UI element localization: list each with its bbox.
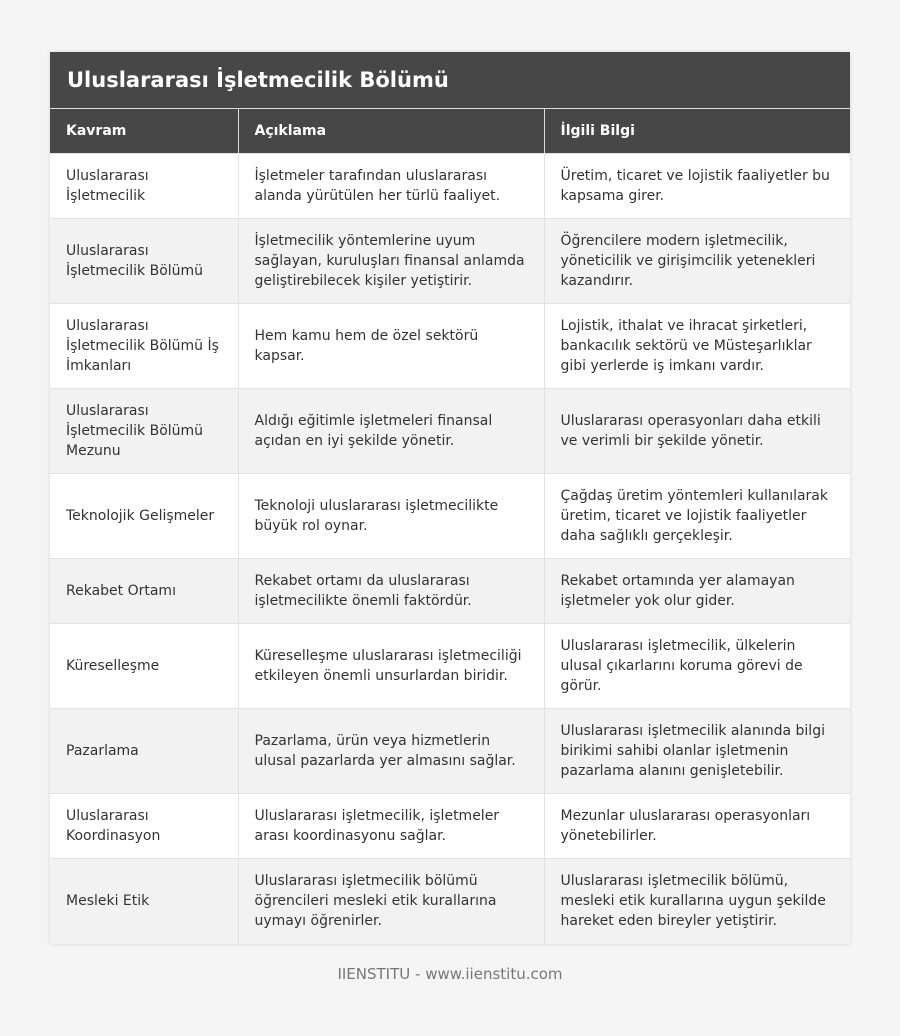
- cell-ilgili-bilgi: Uluslararası işletmecilik alanında bilgi…: [544, 708, 850, 794]
- cell-ilgili-bilgi: Üretim, ticaret ve lojistik faaliyetler …: [544, 153, 850, 219]
- header-aciklama: Açıklama: [238, 109, 545, 154]
- cell-ilgili-bilgi: Mezunlar uluslararası operasyonları yöne…: [544, 793, 850, 859]
- table-row: Mesleki Etik Uluslararası işletmecilik bö…: [50, 858, 850, 944]
- table-row: Teknolojik Gelişmeler Teknoloji uluslarar…: [50, 473, 850, 559]
- table-row: Pazarlama Pazarlama, ürün veya hizmetleri…: [50, 708, 850, 794]
- header-row: Kavram Açıklama İlgili Bilgi: [50, 109, 850, 154]
- cell-aciklama: Teknoloji uluslararası işletmecilikte bü…: [238, 473, 545, 559]
- table-row: Uluslararası İşletmecilik Bölümü İş İmka…: [50, 303, 850, 389]
- cell-aciklama: Küreselleşme uluslararası işletmeciliği …: [238, 623, 545, 709]
- cell-aciklama: İşletmeler tarafından uluslararası aland…: [238, 153, 545, 219]
- cell-aciklama: Uluslararası işletmecilik, işletmeler ar…: [238, 793, 545, 859]
- cell-kavram: Uluslararası İşletmecilik Bölümü Mezunu: [50, 388, 239, 474]
- table-row: Rekabet Ortamı Rekabet ortamı da uluslara…: [50, 558, 850, 624]
- header-ilgili-bilgi: İlgili Bilgi: [544, 109, 850, 154]
- cell-aciklama: Hem kamu hem de özel sektörü kapsar.: [238, 303, 545, 389]
- table-row: Uluslararası İşletmecilik Bölümü Mezunu A…: [50, 388, 850, 474]
- cell-kavram: Pazarlama: [50, 708, 239, 794]
- cell-kavram: Uluslararası İşletmecilik Bölümü: [50, 218, 239, 304]
- cell-ilgili-bilgi: Uluslararası işletmecilik, ülkelerin ulu…: [544, 623, 850, 709]
- cell-aciklama: Aldığı eğitimle işletmeleri finansal açı…: [238, 388, 545, 474]
- cell-ilgili-bilgi: Çağdaş üretim yöntemleri kullanılarak ür…: [544, 473, 850, 559]
- cell-ilgili-bilgi: Rekabet ortamında yer alamayan işletmele…: [544, 558, 850, 624]
- table-row: Uluslararası İşletmecilik Bölümü İşletmec…: [50, 218, 850, 304]
- cell-kavram: Uluslararası Koordinasyon: [50, 793, 239, 859]
- table-title: Uluslararası İşletmecilik Bölümü: [50, 52, 850, 109]
- cell-kavram: Uluslararası İşletmecilik Bölümü İş İmka…: [50, 303, 239, 389]
- cell-ilgili-bilgi: Uluslararası işletmecilik bölümü, meslek…: [544, 858, 850, 944]
- cell-aciklama: Rekabet ortamı da uluslararası işletmeci…: [238, 558, 545, 624]
- table-row: Uluslararası İşletmecilik İşletmeler tara…: [50, 153, 850, 219]
- cell-ilgili-bilgi: Lojistik, ithalat ve ihracat şirketleri,…: [544, 303, 850, 389]
- cell-aciklama: İşletmecilik yöntemlerine uyum sağlayan,…: [238, 218, 545, 304]
- cell-kavram: Teknolojik Gelişmeler: [50, 473, 239, 559]
- header-kavram: Kavram: [50, 109, 239, 154]
- cell-ilgili-bilgi: Uluslararası operasyonları daha etkili v…: [544, 388, 850, 474]
- cell-kavram: Uluslararası İşletmecilik: [50, 153, 239, 219]
- table-container: Uluslararası İşletmecilik Bölümü Kavram …: [50, 52, 850, 944]
- table-row: Uluslararası Koordinasyon Uluslararası iş…: [50, 793, 850, 859]
- cell-kavram: Küreselleşme: [50, 623, 239, 709]
- data-table: Kavram Açıklama İlgili Bilgi Uluslararas…: [50, 109, 850, 944]
- cell-ilgili-bilgi: Öğrencilere modern işletmecilik, yönetic…: [544, 218, 850, 304]
- cell-aciklama: Pazarlama, ürün veya hizmetlerin ulusal …: [238, 708, 545, 794]
- cell-kavram: Rekabet Ortamı: [50, 558, 239, 624]
- cell-kavram: Mesleki Etik: [50, 858, 239, 944]
- table-row: Küreselleşme Küreselleşme uluslararası iş…: [50, 623, 850, 709]
- cell-aciklama: Uluslararası işletmecilik bölümü öğrenci…: [238, 858, 545, 944]
- footer-credit: IIENSTITU - www.iienstitu.com: [337, 965, 563, 983]
